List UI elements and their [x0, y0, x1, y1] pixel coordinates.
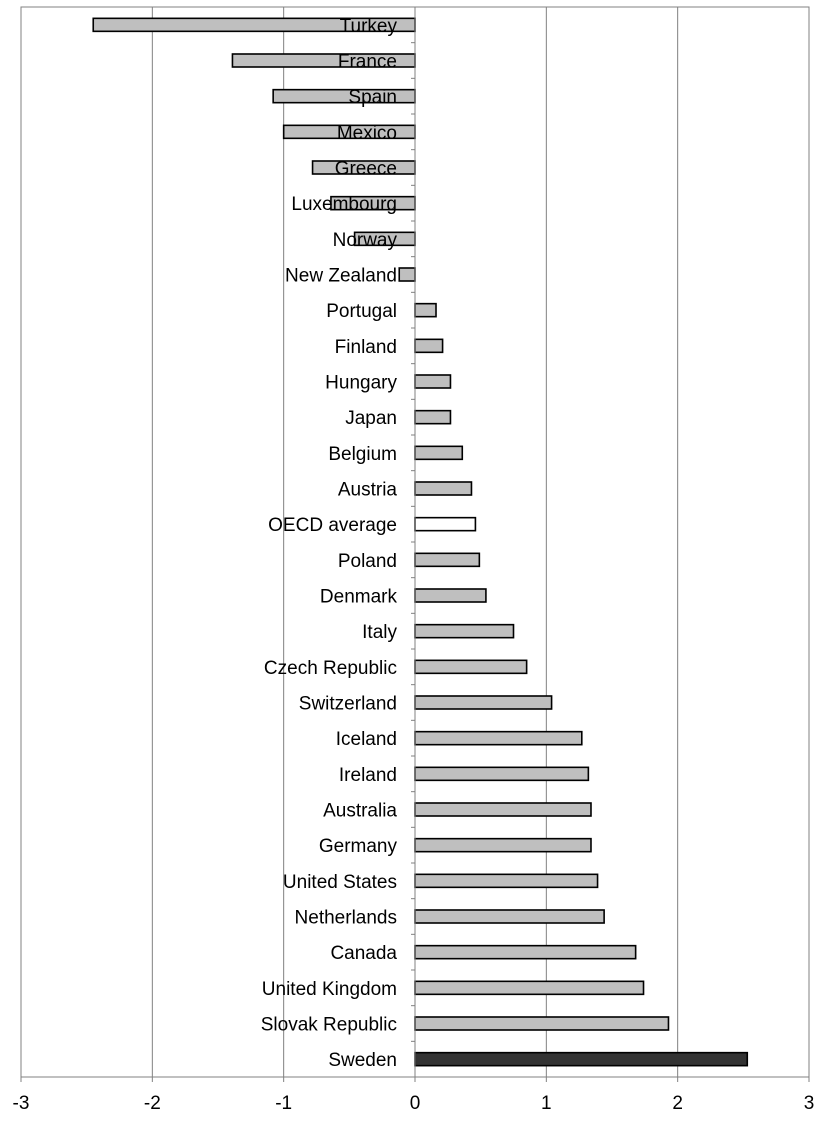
bar-8 [414, 302, 437, 318]
bar-23 [414, 837, 592, 853]
bar-26 [414, 944, 637, 960]
bar-7 [398, 267, 416, 282]
bar-20 [414, 730, 583, 746]
category-label-14: OECD average [268, 515, 397, 536]
category-label-20: Iceland [336, 729, 397, 750]
x-tick-label-0: -3 [13, 1093, 30, 1114]
x-tick-label-4: 1 [541, 1093, 552, 1114]
category-label-13: Austria [338, 480, 398, 501]
bar-27 [414, 980, 645, 996]
x-tick-label-1: -2 [144, 1093, 161, 1114]
bar-15 [414, 552, 481, 568]
category-label-12: Belgium [328, 444, 397, 465]
bar-28 [414, 1016, 670, 1031]
x-tick-label-5: 2 [672, 1093, 683, 1114]
category-label-22: Australia [323, 801, 397, 822]
category-label-4: Greece [335, 159, 397, 180]
category-label-9: Finland [335, 337, 397, 358]
category-label-11: Japan [345, 408, 397, 429]
bar-9 [414, 338, 444, 354]
bar-25 [414, 909, 605, 924]
category-label-8: Portugal [326, 301, 397, 322]
bar-10 [414, 374, 452, 389]
category-label-16: Denmark [320, 587, 398, 608]
category-label-24: United States [283, 872, 397, 893]
x-tick-label-6: 3 [804, 1093, 815, 1114]
bar-14 [414, 516, 477, 532]
bar-11 [414, 409, 452, 425]
x-tick-label-3: 0 [410, 1093, 421, 1114]
category-label-2: Spain [348, 87, 397, 108]
category-label-1: France [338, 52, 397, 73]
bar-22 [414, 802, 592, 817]
bar-17 [414, 623, 515, 639]
category-label-26: Canada [330, 943, 397, 964]
category-label-3: Mexico [337, 123, 397, 144]
bar-18 [414, 659, 528, 675]
category-label-7: New Zealand [285, 266, 397, 287]
category-label-27: United Kingdom [262, 979, 397, 1000]
category-label-28: Slovak Republic [261, 1015, 397, 1036]
category-label-21: Ireland [339, 765, 397, 786]
category-label-15: Poland [338, 551, 397, 572]
category-label-18: Czech Republic [264, 658, 397, 679]
category-label-25: Netherlands [295, 908, 397, 929]
bar-21 [414, 766, 590, 782]
bar-16 [414, 588, 487, 603]
bar-29 [414, 1051, 749, 1067]
category-label-6: Norway [333, 230, 398, 251]
bar-13 [414, 481, 473, 496]
bar-19 [414, 695, 553, 710]
bar-24 [414, 873, 599, 889]
category-label-5: Luxembourg [291, 194, 397, 215]
category-label-23: Germany [319, 836, 398, 857]
category-label-0: Turkey [340, 16, 398, 37]
category-label-29: Sweden [328, 1050, 397, 1071]
x-tick-label-2: -1 [275, 1093, 292, 1114]
category-label-17: Italy [362, 622, 397, 643]
category-label-10: Hungary [325, 373, 397, 394]
category-label-19: Switzerland [299, 694, 397, 715]
bar-12 [414, 445, 464, 461]
